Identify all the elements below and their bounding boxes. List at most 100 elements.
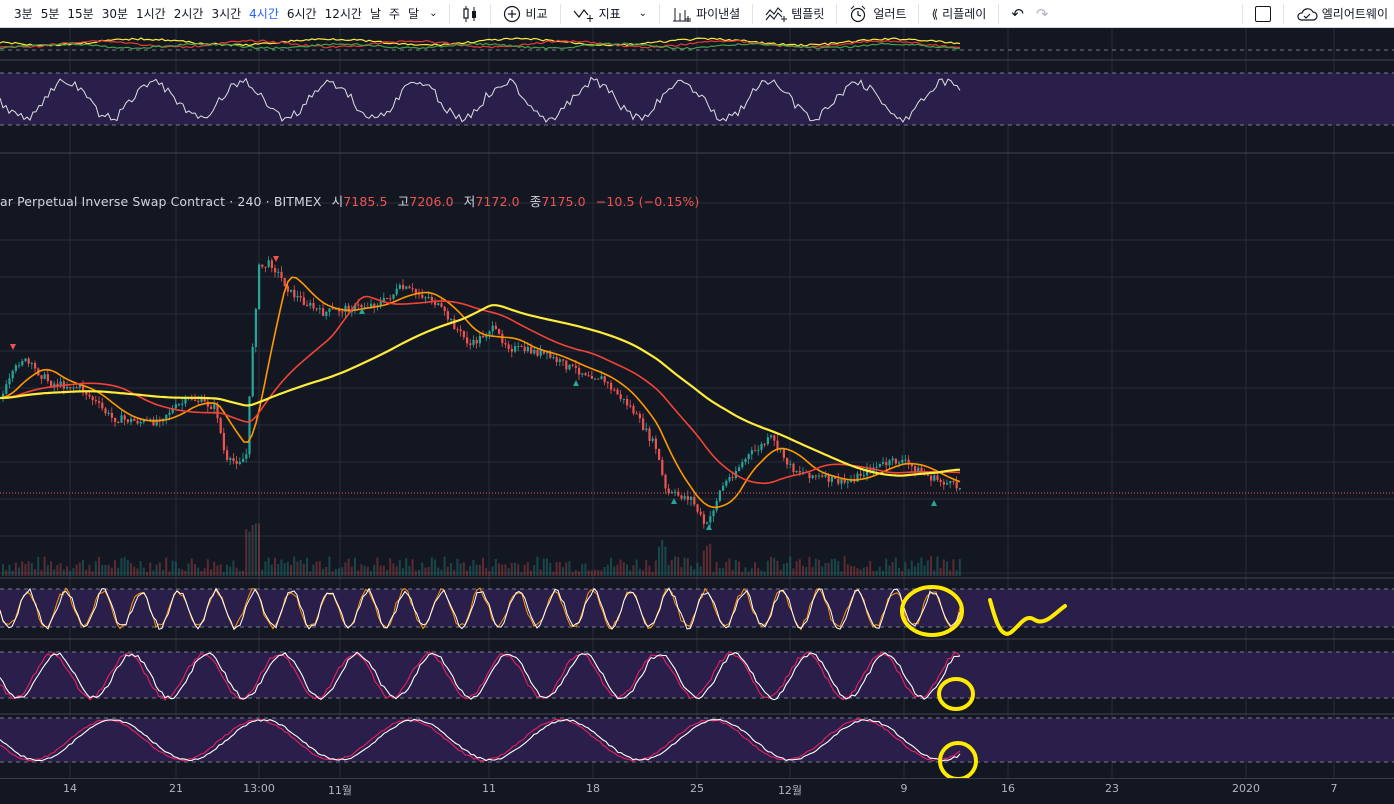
candle-body (738, 467, 741, 471)
candle-body (690, 496, 693, 500)
timeframe-dropdown[interactable]: ⌄ (423, 0, 443, 28)
volume-bar (139, 561, 142, 576)
templates-label: 템플릿 (791, 7, 825, 21)
oscillator-band (0, 652, 1394, 698)
candle-body (632, 406, 635, 414)
candle-body (763, 443, 766, 445)
undo-icon: ↶ (1011, 4, 1024, 23)
symbol-exchange: BITMEX (273, 194, 322, 209)
toolbar-divider (559, 3, 561, 24)
timeframe-0[interactable]: 3분 (14, 6, 33, 21)
volume-bar (203, 568, 206, 576)
volume-bar (459, 563, 462, 576)
volume-bar (651, 571, 654, 576)
top-oscillator-line-green (0, 42, 960, 50)
templates-button[interactable]: 템플릿 (759, 0, 830, 28)
timeframe-1[interactable]: 5분 (40, 6, 60, 21)
redo-icon: ↷ (1035, 4, 1049, 23)
save-cloud-button[interactable]: 엘리어트웨이 (1290, 0, 1394, 28)
toolbar-divider (659, 3, 661, 24)
replay-button[interactable]: ⟪ 리플레이 (925, 0, 992, 28)
volume-bar (562, 567, 564, 576)
volume-bar (526, 562, 529, 576)
candle-body (283, 278, 286, 287)
timeframe-8[interactable]: 6시간 (286, 6, 317, 21)
volume-bar (75, 564, 78, 576)
candle-body (498, 329, 501, 334)
candle-body (603, 376, 606, 383)
time-axis[interactable]: 14 21 13:00 11월 11 18 25 12월 9 16 23 2020 7 (0, 778, 1394, 804)
candle-body (699, 511, 702, 515)
chart-area[interactable]: ar Perpetual Inverse Swap Contract · 240… (0, 28, 1394, 804)
volume-bar (731, 569, 734, 576)
volume-bar (117, 567, 120, 576)
timeframe-10[interactable]: 날 (369, 6, 381, 21)
volume-bar (373, 564, 376, 576)
volume-bar (786, 562, 788, 576)
candle-body (226, 450, 229, 460)
candle-body (651, 438, 654, 441)
volume-bar (722, 568, 724, 576)
timeframe-12[interactable]: 달 (408, 6, 420, 21)
volume-bar (341, 567, 344, 576)
volume-bar (594, 569, 596, 576)
volume-bar (507, 568, 510, 576)
volume-bar (533, 565, 536, 576)
candle-body (514, 346, 517, 352)
timeframe-7[interactable]: 4시간 (249, 6, 279, 21)
volume-bar (843, 556, 846, 576)
volume-bar (366, 566, 369, 576)
volume-bar (405, 557, 408, 576)
timeframe-3[interactable]: 30분 (101, 6, 128, 21)
volume-bar (181, 569, 184, 576)
time-tick-label: 14 (63, 782, 77, 795)
volume-bar (354, 557, 356, 576)
ma-mid-line (0, 295, 961, 485)
volume-bar (530, 570, 532, 576)
volume-bar (744, 567, 747, 576)
volume-bar (107, 564, 110, 576)
timeframe-5[interactable]: 2시간 (173, 6, 204, 21)
candle-body (293, 289, 296, 298)
candle-style-button[interactable] (456, 0, 484, 28)
layout-button[interactable] (1249, 0, 1277, 28)
candle-body (34, 363, 37, 369)
candle-body (635, 413, 638, 415)
alert-button[interactable]: 얼러트 (843, 0, 912, 28)
candle-body (299, 296, 302, 298)
volume-bar (414, 570, 417, 576)
volume-bar (395, 566, 398, 576)
volume-bar (696, 562, 699, 576)
toolbar-divider (918, 3, 920, 24)
volume-bar (254, 523, 257, 576)
timeframe-9[interactable]: 12시간 (324, 6, 362, 21)
candle-body (427, 296, 430, 298)
timeframe-6[interactable]: 3시간 (211, 6, 242, 21)
volume-bar (331, 571, 334, 576)
volume-bar (898, 568, 900, 576)
candle-body (622, 398, 625, 400)
timeframe-2[interactable]: 15분 (67, 6, 94, 21)
undo-button[interactable]: ↶ (1005, 0, 1030, 28)
volume-bar (514, 562, 516, 576)
volume-bar (446, 566, 449, 576)
candle-body (558, 359, 561, 362)
volume-bar (389, 558, 392, 576)
financials-button[interactable]: 파이낸셜 (666, 0, 746, 28)
volume-bar (296, 561, 299, 576)
timeframe-11[interactable]: 주 (389, 6, 401, 21)
timeframe-4[interactable]: 1시간 (136, 6, 166, 21)
volume-bar (949, 570, 952, 576)
price-chart[interactable] (0, 28, 1394, 778)
compare-button[interactable]: 비교 (497, 0, 553, 28)
redo-button[interactable]: ↷ (1030, 0, 1055, 28)
volume-bar (85, 569, 88, 576)
candle-body (261, 264, 264, 267)
candle-body (392, 294, 395, 299)
candle-body (270, 260, 273, 269)
symbol-legend[interactable]: ar Perpetual Inverse Swap Contract · 240… (0, 191, 699, 210)
templates-icon (765, 6, 788, 22)
volume-bar (626, 564, 628, 576)
indicators-button[interactable]: 지표 ⌄ (567, 0, 653, 28)
volume-bar (549, 562, 552, 576)
